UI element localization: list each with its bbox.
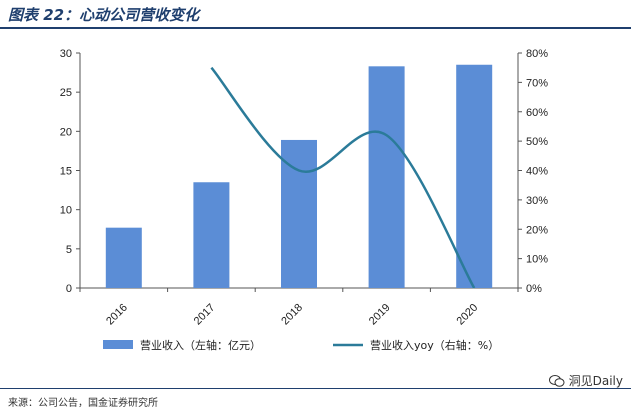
left-axis-tick-label: 15	[60, 166, 72, 178]
right-axis-tick-label: 70%	[526, 77, 548, 89]
left-axis-tick-label: 30	[60, 48, 72, 60]
right-axis-tick-label: 80%	[526, 48, 548, 60]
right-axis-tick-label: 30%	[526, 195, 548, 207]
x-axis-label-2018: 2018	[279, 302, 305, 328]
legend-line-label: 营业收入yoy（右轴：%）	[370, 338, 499, 352]
source-note: 来源：公司公告，国金证券研究所	[8, 398, 158, 409]
x-axis-label-2019: 2019	[367, 302, 393, 328]
right-axis-tick-label: 40%	[526, 166, 548, 178]
wechat-icon	[548, 374, 565, 387]
yoy-line	[210, 66, 476, 289]
bar-2020	[456, 64, 493, 288]
left-axis-tick-label: 25	[60, 87, 72, 99]
legend-bar-swatch	[103, 340, 133, 349]
bar-2017	[193, 182, 230, 288]
watermark-text: 洞见Daily	[568, 374, 623, 388]
footer-divider	[0, 388, 631, 389]
chart-title: 图表 22：心动公司营收变化	[8, 6, 200, 24]
right-axis-tick-label: 60%	[526, 107, 548, 119]
x-axis-label-2020: 2020	[455, 302, 481, 328]
bar-2016	[105, 227, 142, 288]
left-axis-tick-label: 5	[66, 244, 72, 256]
title-divider	[0, 27, 631, 29]
right-axis-tick-label: 50%	[526, 136, 548, 148]
legend-bar-label: 营业收入（左轴：亿元）	[140, 338, 261, 352]
x-axis-label-2017: 2017	[192, 302, 218, 328]
left-axis-tick-label: 0	[66, 283, 72, 295]
right-axis-tick-label: 20%	[526, 224, 548, 236]
right-axis-tick-label: 0%	[526, 283, 542, 295]
right-axis-tick-label: 10%	[526, 254, 548, 266]
left-axis-tick-label: 10	[60, 205, 72, 217]
watermark: 洞见Daily	[548, 372, 623, 389]
x-axis-label-2016: 2016	[104, 302, 130, 328]
left-axis-tick-label: 20	[60, 126, 72, 138]
bar-2019	[368, 66, 405, 288]
